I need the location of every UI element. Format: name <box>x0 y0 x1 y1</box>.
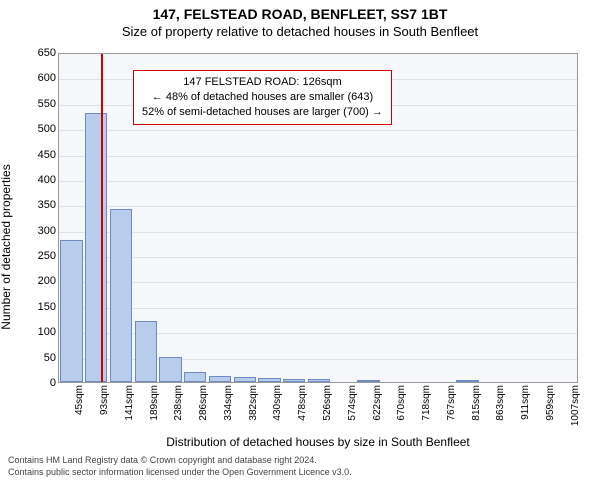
x-tick-label: 45sqm <box>74 385 85 435</box>
x-tick-label: 959sqm <box>545 385 556 435</box>
y-tick-label: 100 <box>16 326 56 338</box>
y-tick-label: 0 <box>16 377 56 389</box>
property-marker-line <box>101 54 103 382</box>
x-tick-label: 478sqm <box>297 385 308 435</box>
info-line-1: 147 FELSTEAD ROAD: 126sqm <box>142 75 383 90</box>
x-tick-label: 430sqm <box>272 385 283 435</box>
page-title: 147, FELSTEAD ROAD, BENFLEET, SS7 1BT <box>0 6 600 22</box>
plot-area: 147 FELSTEAD ROAD: 126sqm ← 48% of detac… <box>58 53 578 383</box>
x-axis-title: Distribution of detached houses by size … <box>58 435 578 449</box>
y-tick-label: 150 <box>16 301 56 313</box>
y-tick-label: 200 <box>16 275 56 287</box>
histogram-bar <box>456 380 478 382</box>
histogram-bar <box>60 240 82 382</box>
x-tick-label: 1007sqm <box>570 385 581 435</box>
x-tick-label: 767sqm <box>446 385 457 435</box>
x-tick-label: 93sqm <box>99 385 110 435</box>
histogram-bar <box>209 376 231 382</box>
marker-info-box: 147 FELSTEAD ROAD: 126sqm ← 48% of detac… <box>133 70 392 125</box>
x-tick-label: 141sqm <box>124 385 135 435</box>
y-tick-label: 650 <box>16 47 56 59</box>
footer-line-1: Contains HM Land Registry data © Crown c… <box>8 455 592 467</box>
histogram-bar <box>258 378 280 382</box>
x-tick-label: 526sqm <box>322 385 333 435</box>
x-tick-label: 911sqm <box>520 385 531 435</box>
histogram-bar <box>283 379 305 382</box>
histogram-bar <box>85 113 107 382</box>
y-tick-label: 350 <box>16 199 56 211</box>
info-line-2: ← 48% of detached houses are smaller (64… <box>142 90 383 105</box>
y-tick-label: 400 <box>16 174 56 186</box>
y-tick-label: 250 <box>16 250 56 262</box>
histogram-bar <box>357 380 379 382</box>
y-tick-label: 550 <box>16 98 56 110</box>
histogram-bar <box>159 357 181 382</box>
info-line-3: 52% of semi-detached houses are larger (… <box>142 105 383 120</box>
x-tick-label: 815sqm <box>471 385 482 435</box>
footer: Contains HM Land Registry data © Crown c… <box>0 451 600 478</box>
page-subtitle: Size of property relative to detached ho… <box>0 24 600 39</box>
x-tick-label: 238sqm <box>173 385 184 435</box>
y-tick-label: 450 <box>16 149 56 161</box>
y-axis-label: Number of detached properties <box>0 164 13 329</box>
y-tick-label: 50 <box>16 352 56 364</box>
x-tick-label: 718sqm <box>421 385 432 435</box>
footer-line-2: Contains public sector information licen… <box>8 467 592 479</box>
histogram-bar <box>184 372 206 382</box>
chart-area: Number of detached properties 147 FELSTE… <box>0 43 600 451</box>
x-tick-label: 189sqm <box>149 385 160 435</box>
x-tick-label: 574sqm <box>347 385 358 435</box>
x-tick-label: 670sqm <box>396 385 407 435</box>
x-tick-label: 286sqm <box>198 385 209 435</box>
y-tick-label: 500 <box>16 123 56 135</box>
histogram-bar <box>234 377 256 382</box>
histogram-bar <box>135 321 157 382</box>
histogram-bar <box>110 209 132 382</box>
x-tick-label: 622sqm <box>372 385 383 435</box>
y-tick-label: 600 <box>16 72 56 84</box>
x-tick-label: 863sqm <box>495 385 506 435</box>
x-tick-label: 382sqm <box>248 385 259 435</box>
histogram-bar <box>308 379 330 382</box>
x-tick-label: 334sqm <box>223 385 234 435</box>
y-tick-label: 300 <box>16 225 56 237</box>
